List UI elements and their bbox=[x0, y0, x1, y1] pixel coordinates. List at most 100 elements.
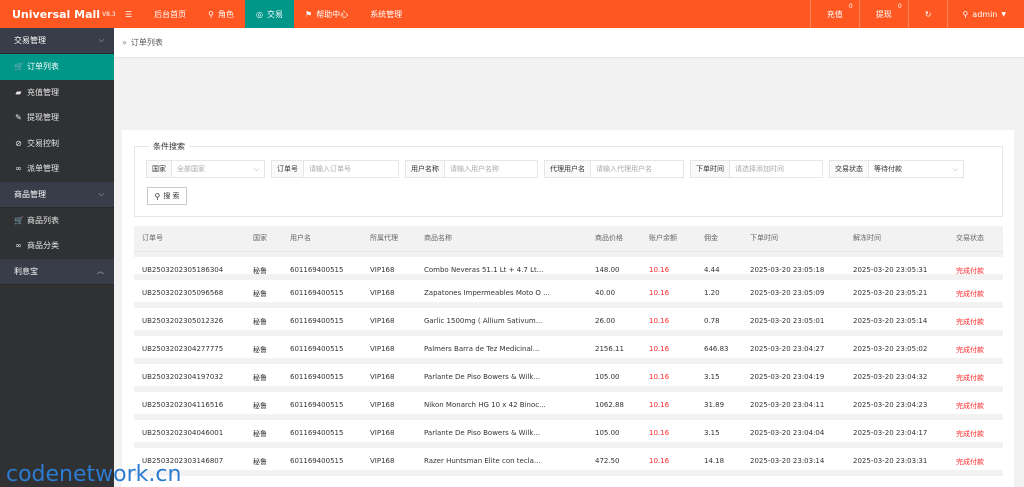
table-cell: 秘鲁 bbox=[253, 458, 267, 466]
sidebar-item-icon: ⊘ bbox=[15, 138, 22, 148]
user-name: admin bbox=[972, 9, 998, 19]
nav-item-label: 后台首页 bbox=[154, 9, 187, 19]
sidebar-item[interactable]: ∞ 商品分类 bbox=[0, 233, 114, 259]
search-input[interactable]: 请输入代理用户名 bbox=[590, 160, 684, 178]
table-row[interactable]: UB2503202305186304 秘鲁 601169400515 VIP168 Co… bbox=[134, 252, 1003, 280]
sidebar-item-label: 订单列表 bbox=[27, 62, 59, 72]
nav-item-2[interactable]: ⚲ 角色 bbox=[197, 0, 245, 28]
table-header-cell: 所属代理 bbox=[370, 234, 398, 242]
table-header-cell: 交易状态 bbox=[956, 234, 984, 242]
search-input[interactable]: 请输入用户名称 bbox=[444, 160, 538, 178]
chevron-down-icon: ⌵ bbox=[253, 164, 259, 173]
search-field-label: 交易状态 bbox=[829, 160, 868, 178]
search-icon: ⚲ bbox=[154, 191, 161, 201]
table-cell: 26.00 bbox=[595, 317, 616, 325]
search-field-label: 订单号 bbox=[271, 160, 303, 178]
table-cell: 3.15 bbox=[704, 373, 720, 381]
nav-item-5[interactable]: 系统管理 bbox=[359, 0, 413, 28]
nav-item-label: 系统管理 bbox=[370, 9, 403, 19]
nav-item-0[interactable]: ☰ bbox=[114, 0, 143, 28]
table-row[interactable]: UB2503202304277775 秘鲁 601169400515 VIP168 Pa… bbox=[134, 336, 1003, 364]
table-row[interactable]: UB2503202303146807 秘鲁 601169400515 VIP168 Ra… bbox=[134, 448, 1003, 476]
search-select[interactable]: 全部国家 ⌵ bbox=[171, 160, 265, 178]
search-field-value: 等待付款 bbox=[874, 165, 902, 173]
table-row[interactable]: UB2503202304197032 秘鲁 601169400515 VIP168 Pa… bbox=[134, 364, 1003, 392]
sidebar-item[interactable]: 🛒 订单列表 bbox=[0, 54, 114, 80]
table-cell: 秘鲁 bbox=[253, 267, 267, 275]
table-cell: UB2503202305012326 bbox=[142, 317, 224, 325]
table-row[interactable]: UB2503202304116516 秘鲁 601169400515 VIP168 Ni… bbox=[134, 392, 1003, 420]
table-cell: 10.16 bbox=[649, 457, 670, 465]
breadcrumb-current[interactable]: 订单列表 bbox=[130, 38, 163, 47]
table-cell: 2025-03-20 23:05:09 bbox=[750, 289, 825, 297]
sidebar-group[interactable]: 利息宝 ︿ bbox=[0, 258, 114, 285]
table-cell: 10.16 bbox=[649, 373, 670, 381]
table-header-cell: 用户名 bbox=[290, 234, 311, 242]
table-row[interactable]: UB2503202305012326 秘鲁 601169400515 VIP168 Ga… bbox=[134, 308, 1003, 336]
table-cell: 105.00 bbox=[595, 429, 620, 437]
table-cell: 4.44 bbox=[704, 266, 720, 274]
table-header-cell: 商品价格 bbox=[595, 234, 623, 242]
sidebar-item-icon: ✎ bbox=[15, 113, 22, 123]
app-logo[interactable]: Universal Mall V8.3 bbox=[0, 0, 116, 28]
search-panel: 条件搜索 国家 全部国家 ⌵ 订单号 请输入订单号 用户名称 请输入用户名称 代理用户名 请输入… bbox=[134, 141, 1003, 217]
search-input[interactable]: 请输入订单号 bbox=[303, 160, 399, 178]
table-row[interactable]: UB2503202305096568 秘鲁 601169400515 VIP168 Za… bbox=[134, 280, 1003, 308]
search-field-label: 国家 bbox=[146, 160, 171, 178]
nav-item-3[interactable]: ◎ 交易 bbox=[245, 0, 295, 28]
watermark: codenetwork.cn bbox=[6, 462, 182, 487]
refresh-button[interactable]: ↻ bbox=[907, 0, 948, 28]
sidebar-item-label: 交易控制 bbox=[27, 138, 59, 148]
table-cell: UB2503202304116516 bbox=[142, 401, 224, 409]
search-button-label: 搜 索 bbox=[163, 192, 180, 200]
withdraw-count-badge: 0 bbox=[897, 3, 902, 10]
nav-item-label: 交易 bbox=[267, 9, 284, 19]
search-button[interactable]: ⚲ 搜 索 bbox=[147, 187, 187, 205]
recharge-count-badge: 0 bbox=[848, 3, 853, 10]
table-cell: 秘鲁 bbox=[253, 346, 267, 354]
search-field-value: 请选择添加时间 bbox=[735, 165, 784, 173]
sidebar-item[interactable]: ∞ 派单管理 bbox=[0, 156, 114, 182]
sidebar-group[interactable]: 交易管理 ⌵ bbox=[0, 28, 114, 54]
sidebar-group-label: 商品管理 bbox=[14, 189, 46, 199]
table-row[interactable]: UB2503202304046001 秘鲁 601169400515 VIP168 Pa… bbox=[134, 420, 1003, 448]
table-cell: 秘鲁 bbox=[253, 374, 267, 382]
table-header-cell: 下单时间 bbox=[750, 234, 778, 242]
table-cell: 2025-03-20 23:03:31 bbox=[853, 457, 928, 465]
table-cell: 完成付款 bbox=[956, 458, 984, 466]
table-cell: 2025-03-20 23:04:17 bbox=[853, 429, 928, 437]
table-cell: Palmers Barra de Tez Medicinal... bbox=[424, 345, 540, 353]
search-select[interactable]: 等待付款 ⌵ bbox=[868, 160, 964, 178]
table-header-cell: 订单号 bbox=[142, 234, 163, 242]
table-cell: 2156.11 bbox=[595, 345, 624, 353]
search-input[interactable]: 请选择添加时间 bbox=[729, 160, 823, 178]
sidebar-item[interactable]: ⊘ 交易控制 bbox=[0, 131, 114, 157]
table-header: 订单号 国家 用户名 所属代理 商品名称 商品价格 账户余额 佣金 下单时间 解冻时间 交易状态 bbox=[134, 226, 1003, 252]
table-cell: 3.15 bbox=[704, 429, 720, 437]
table-cell: 601169400515 bbox=[290, 401, 344, 409]
sidebar-group-label: 利息宝 bbox=[14, 266, 38, 276]
recharge-button[interactable]: 充值 0 bbox=[809, 0, 859, 28]
sidebar-item-label: 商品分类 bbox=[27, 241, 59, 251]
table-header-cell: 国家 bbox=[253, 234, 267, 242]
sidebar-group[interactable]: 商品管理 ⌵ bbox=[0, 181, 114, 208]
withdraw-button[interactable]: 提现 0 bbox=[858, 0, 908, 28]
search-field: 下单时间 请选择添加时间 bbox=[690, 160, 823, 178]
table-cell: 完成付款 bbox=[956, 374, 984, 382]
table-cell: 40.00 bbox=[595, 289, 616, 297]
sidebar-item-label: 充值管理 bbox=[27, 87, 59, 97]
nav-item-4[interactable]: ⚑ 帮助中心 bbox=[294, 0, 359, 28]
table-cell: Garlic 1500mg ( Allium Sativum... bbox=[424, 317, 543, 325]
table-cell: 2025-03-20 23:05:14 bbox=[853, 317, 928, 325]
sidebar-item[interactable]: ▰ 充值管理 bbox=[0, 80, 114, 106]
user-menu[interactable]: ⚲ admin ▼ bbox=[947, 0, 1024, 28]
app-title: Universal Mall bbox=[12, 7, 101, 21]
sidebar-item[interactable]: 🛒 商品列表 bbox=[0, 208, 114, 234]
table-cell: 秘鲁 bbox=[253, 318, 267, 326]
table-cell: 2025-03-20 23:05:18 bbox=[750, 266, 825, 274]
sidebar-item-icon: 🛒 bbox=[14, 62, 24, 72]
sidebar-item[interactable]: ✎ 提现管理 bbox=[0, 105, 114, 131]
chevron-icon: ︿ bbox=[97, 267, 104, 275]
nav-item-1[interactable]: 后台首页 bbox=[143, 0, 197, 28]
search-field-label: 下单时间 bbox=[690, 160, 729, 178]
